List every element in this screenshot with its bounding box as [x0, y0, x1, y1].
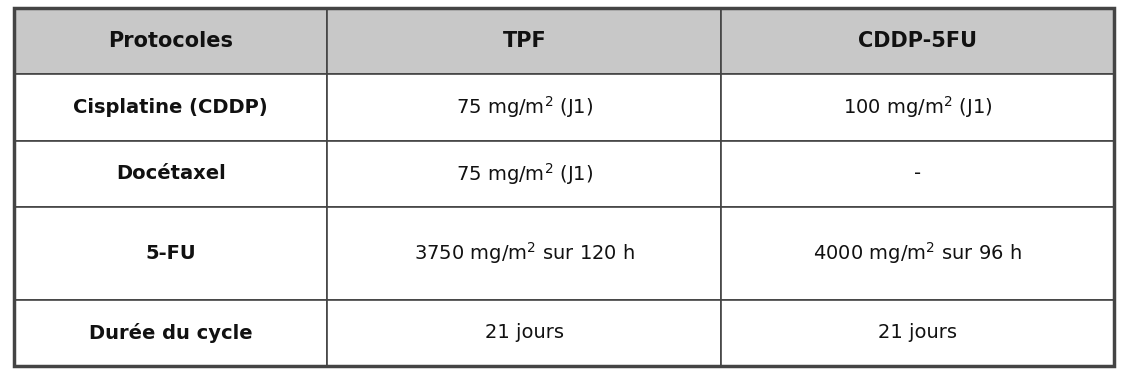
- Text: Docétaxel: Docétaxel: [116, 164, 226, 183]
- Text: 21 jours: 21 jours: [879, 324, 958, 342]
- Bar: [327, 300, 721, 366]
- Bar: [14, 207, 327, 300]
- Text: Protocoles: Protocoles: [108, 31, 233, 51]
- Text: 4000 mg/m$^2$ sur 96 h: 4000 mg/m$^2$ sur 96 h: [813, 240, 1022, 266]
- Bar: [721, 8, 1114, 74]
- Text: 5-FU: 5-FU: [146, 244, 196, 263]
- Text: 100 mg/m$^2$ (J1): 100 mg/m$^2$ (J1): [843, 95, 993, 120]
- Bar: [14, 74, 327, 141]
- Bar: [14, 141, 327, 207]
- Text: CDDP-5FU: CDDP-5FU: [858, 31, 977, 51]
- Bar: [721, 141, 1114, 207]
- Bar: [721, 300, 1114, 366]
- Text: TPF: TPF: [503, 31, 546, 51]
- Text: Durée du cycle: Durée du cycle: [89, 323, 253, 343]
- Bar: [14, 8, 327, 74]
- Text: 21 jours: 21 jours: [485, 324, 564, 342]
- Bar: [14, 300, 327, 366]
- Text: 75 mg/m$^2$ (J1): 75 mg/m$^2$ (J1): [456, 95, 593, 120]
- Text: 3750 mg/m$^2$ sur 120 h: 3750 mg/m$^2$ sur 120 h: [414, 240, 635, 266]
- Bar: [721, 74, 1114, 141]
- Text: 75 mg/m$^2$ (J1): 75 mg/m$^2$ (J1): [456, 161, 593, 187]
- Bar: [721, 207, 1114, 300]
- Bar: [327, 207, 721, 300]
- Bar: [327, 74, 721, 141]
- Text: Cisplatine (CDDP): Cisplatine (CDDP): [73, 98, 268, 117]
- Text: -: -: [914, 164, 922, 183]
- Bar: [327, 141, 721, 207]
- Bar: [327, 8, 721, 74]
